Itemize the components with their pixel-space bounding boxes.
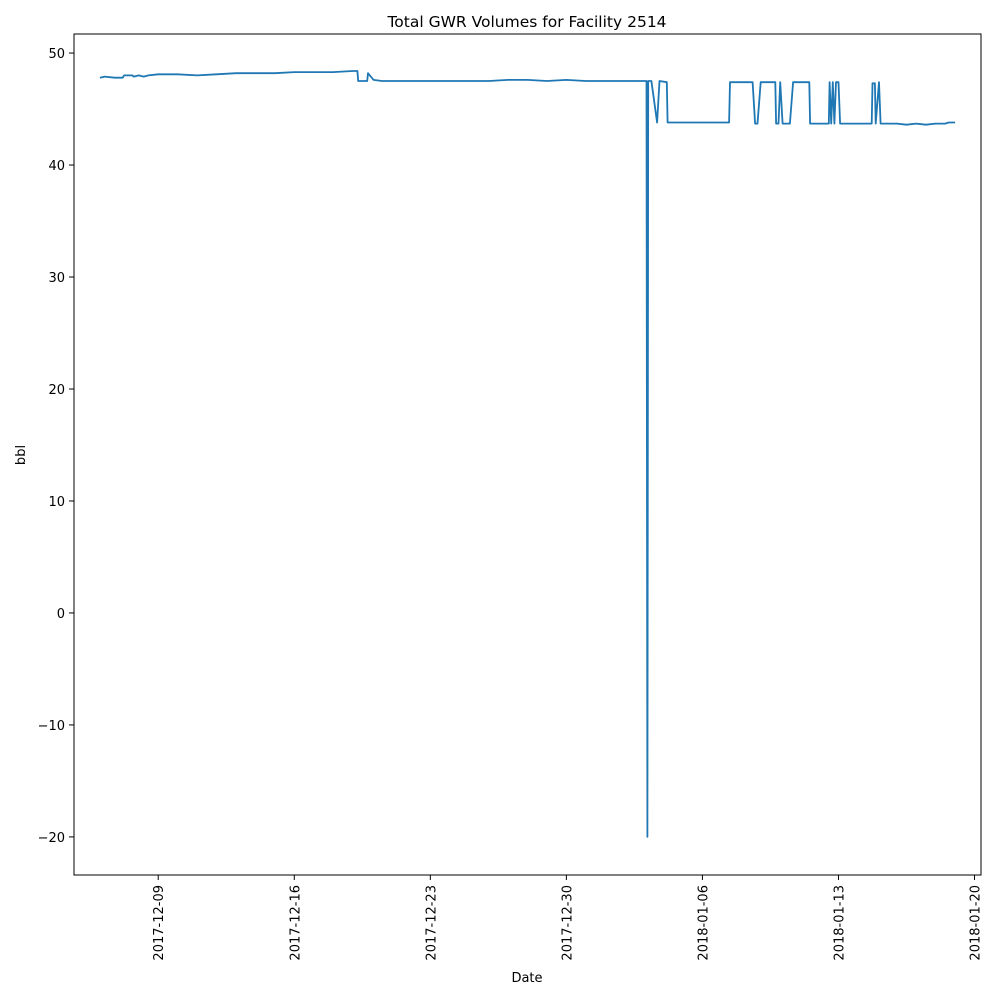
y-tick-label: 50 bbox=[48, 47, 65, 62]
y-tick-label: 40 bbox=[48, 159, 65, 174]
y-tick-label: 0 bbox=[57, 607, 65, 622]
x-tick-label: 2017-12-16 bbox=[288, 885, 303, 961]
x-tick-label: 2017-12-30 bbox=[560, 885, 575, 961]
y-tick-label: −20 bbox=[38, 831, 65, 846]
x-tick-label: 2018-01-06 bbox=[696, 885, 711, 961]
x-axis-label: Date bbox=[511, 971, 542, 986]
y-axis-ticks: −20 −10 0 10 20 30 40 50 bbox=[38, 47, 74, 846]
x-tick-label: 2018-01-20 bbox=[969, 885, 984, 961]
y-axis-label: bbl bbox=[14, 445, 29, 465]
y-tick-label: 10 bbox=[48, 495, 65, 510]
plot-lines bbox=[99, 70, 956, 838]
chart-title: Total GWR Volumes for Facility 2514 bbox=[386, 13, 666, 31]
y-tick-label: 30 bbox=[48, 271, 65, 286]
series-line bbox=[99, 70, 956, 838]
x-tick-label: 2017-12-23 bbox=[424, 885, 439, 961]
y-tick-label: −10 bbox=[38, 719, 65, 734]
y-tick-label: 20 bbox=[48, 383, 65, 398]
x-tick-label: 2018-01-13 bbox=[832, 885, 847, 961]
x-tick-label: 2017-12-09 bbox=[152, 885, 167, 961]
plot-frame bbox=[73, 33, 982, 876]
x-axis-ticks: 2017-12-09 2017-12-16 2017-12-23 2017-12-30… bbox=[152, 875, 984, 961]
